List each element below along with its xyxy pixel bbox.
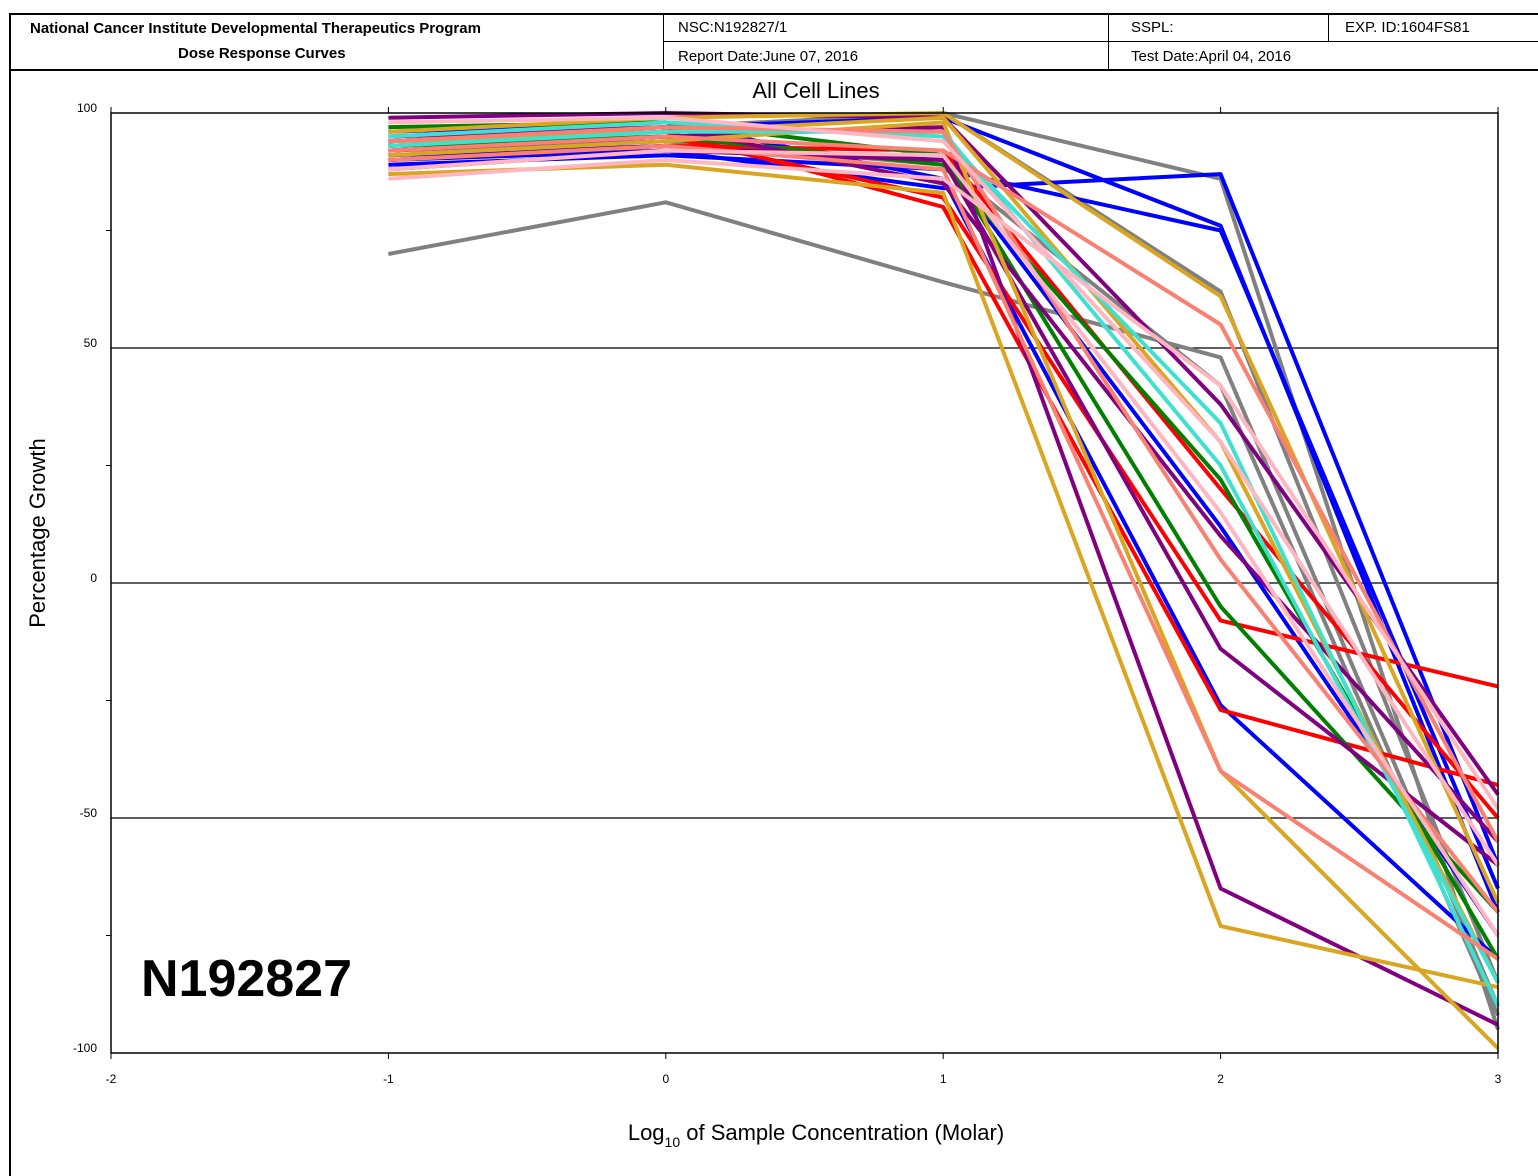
program-subtitle: Dose Response Curves <box>178 45 346 62</box>
series-line-green <box>388 134 1500 961</box>
series-line-goldenrod <box>388 115 1500 984</box>
x-tick-label: 0 <box>662 1072 669 1086</box>
series-line-turquoise <box>388 120 1500 1007</box>
series-line-goldenrod <box>388 111 1500 904</box>
x-axis-label: Log10 of Sample Concentration (Molar) <box>628 1120 1004 1150</box>
nsc-number: NSC:N192827/1 <box>678 19 788 36</box>
y-tick-label: 100 <box>77 101 97 115</box>
y-tick-label: 50 <box>84 336 98 350</box>
plot-area-border <box>110 112 1499 1054</box>
series-line-blue <box>388 148 1500 866</box>
x-tick-label: 3 <box>1495 1072 1502 1086</box>
series-line-pink <box>388 115 1500 867</box>
x-tick-label: -2 <box>106 1072 117 1086</box>
experiment-id: EXP. ID:1604FS81 <box>1345 19 1470 36</box>
header-divider <box>1328 13 1329 41</box>
test-date: Test Date:April 04, 2016 <box>1131 48 1292 65</box>
report-frame <box>9 13 1538 1176</box>
report-header <box>9 13 1538 71</box>
header-divider <box>1108 13 1109 71</box>
series-line-red <box>388 143 1500 820</box>
series-line-red <box>388 134 1499 689</box>
series-line-gray <box>388 111 1500 984</box>
series-line-salmon <box>388 134 1500 843</box>
y-axis-label: Percentage Growth <box>25 438 50 628</box>
series-line-salmon <box>388 125 1500 914</box>
x-axis-label-base: Log <box>628 1120 665 1145</box>
series-line-purple <box>388 125 1499 1027</box>
y-tick-label: -100 <box>73 1041 97 1055</box>
series-lines <box>388 111 1500 1050</box>
series-line-pink <box>388 148 1500 937</box>
header-divider <box>663 13 664 71</box>
y-tick-label: 0 <box>90 571 97 585</box>
series-line-goldenrod <box>388 162 1499 990</box>
gridlines <box>111 347 1498 819</box>
sspl: SSPL: <box>1131 19 1174 36</box>
series-line-pink <box>388 158 1500 810</box>
series-line-goldenrod <box>388 120 1500 1050</box>
y-tick-label: -50 <box>80 806 98 820</box>
axis-ticks: -2 -1 0 1 2 3 100 50 0 -50 -100 <box>73 101 1502 1086</box>
chart-title: All Cell Lines <box>752 78 879 103</box>
program-title: National Cancer Institute Developmental … <box>30 20 481 37</box>
series-line-gray <box>388 200 1500 1007</box>
header-row-divider <box>663 41 1538 42</box>
report-date: Report Date:June 07, 2016 <box>678 48 859 65</box>
x-axis-label-rest: of Sample Concentration (Molar) <box>680 1120 1004 1145</box>
x-tick-label: 2 <box>1217 1072 1224 1086</box>
x-axis-label-subscript: 10 <box>665 1134 681 1150</box>
x-tick-label: 1 <box>940 1072 947 1086</box>
series-line-purple <box>388 148 1500 867</box>
compound-label: N192827 <box>141 950 352 1008</box>
x-tick-label: -1 <box>383 1072 394 1086</box>
series-line-salmon <box>388 143 1500 961</box>
